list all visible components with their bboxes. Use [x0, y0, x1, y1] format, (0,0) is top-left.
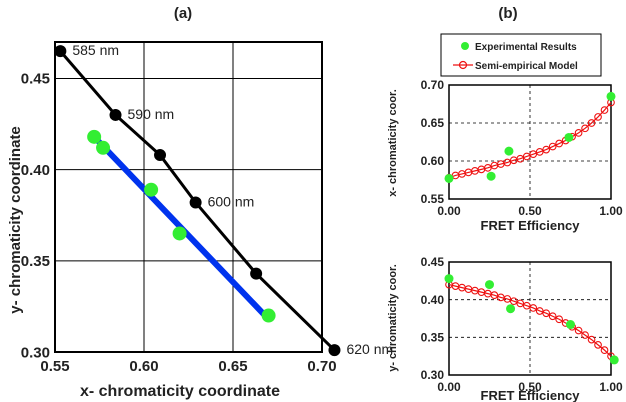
y-tick-label: 0.30 [421, 368, 445, 382]
y-tick-label: 0.70 [421, 78, 445, 92]
wavelength-point [109, 108, 122, 121]
model-point [594, 113, 602, 121]
legend: Experimental Results Semi-empirical Mode… [440, 33, 602, 77]
legend-experimental-label: Experimental Results [475, 42, 577, 53]
legend-box [440, 33, 602, 77]
y-coordinate-plot: 0.00 0.50 1.00 0.30 0.35 0.40 0.45 FRET Effic… [387, 255, 623, 402]
experimental-point [506, 304, 516, 314]
model-point [548, 312, 557, 321]
y-tick-label: 0.60 [421, 154, 445, 168]
model-point [509, 297, 518, 306]
model-point [594, 341, 602, 349]
x-tick-label: 0.70 [307, 358, 336, 375]
spectral-locus-line [59, 50, 336, 352]
experimental-point [606, 91, 616, 101]
x-coordinate-plot-x-axis-label: FRET Efficiency [481, 218, 581, 233]
x-tick-label: 0.50 [518, 204, 542, 218]
y-tick-label: 0.65 [421, 116, 445, 130]
model-point [581, 124, 589, 133]
model-point [535, 307, 544, 315]
model-point [574, 129, 583, 137]
wavelength-label: 600 nm [208, 193, 255, 209]
x-tick-label: 0.50 [518, 380, 542, 394]
model-point [522, 301, 531, 310]
experimental-point [486, 171, 496, 181]
x-tick-label: 0.00 [437, 204, 461, 218]
trend-line [91, 133, 269, 319]
model-point [529, 304, 538, 312]
chromaticity-plot: 0.55 0.60 0.65 0.70 0.30 0.35 0.40 0.45 x- chr… [7, 41, 393, 400]
x-tick-label: 1.00 [599, 204, 623, 218]
x-tick-label: 0.60 [129, 358, 158, 375]
model-point [522, 152, 531, 161]
chromaticity-y-axis-label: y- chromaticity coordinate [7, 126, 24, 314]
legend-model-marker [458, 60, 468, 70]
model-point [581, 331, 589, 339]
x-coordinate-plot: 0.00 0.50 1.00 0.55 0.60 0.65 0.70 FRET Effic… [387, 78, 623, 233]
experimental-point [96, 140, 111, 155]
wavelength-point [54, 45, 67, 58]
experimental-point [444, 173, 454, 183]
y-tick-label: 0.45 [21, 71, 50, 88]
panel-b-label: (b) [498, 5, 517, 22]
model-point [516, 154, 525, 163]
legend-experimental-marker [461, 42, 469, 50]
model-point [503, 295, 512, 303]
legend-model-label: Semi-empirical Model [475, 61, 578, 72]
model-point [574, 326, 583, 335]
x-coordinate-plot-y-axis-label: x- chromaticity coor. [387, 89, 399, 197]
model-point [484, 163, 492, 172]
experimental-point [172, 226, 187, 241]
y-tick-label: 0.55 [421, 192, 445, 206]
x-tick-label: 1.00 [599, 380, 623, 394]
experimental-point [87, 129, 102, 144]
panel-a-label: (a) [174, 5, 192, 22]
chromaticity-x-axis-label: x- chromaticity coordinate [80, 383, 280, 400]
model-point [600, 346, 609, 354]
experimental-point [261, 308, 276, 323]
x-tick-label: 0.00 [437, 380, 461, 394]
wavelength-point [154, 149, 167, 162]
y-tick-label: 0.35 [421, 331, 445, 345]
model-point [587, 119, 596, 127]
x-tick-label: 0.55 [40, 358, 69, 375]
chromaticity-plot-frame [54, 41, 323, 353]
model-point [516, 299, 525, 308]
wavelength-point [328, 344, 341, 357]
wavelength-label: 585 nm [72, 42, 119, 58]
model-point [535, 148, 544, 156]
experimental-point [444, 274, 454, 284]
wavelength-point [189, 196, 202, 209]
experimental-point [485, 280, 494, 290]
y-tick-label: 0.30 [21, 344, 50, 361]
x-tick-label: 0.65 [218, 358, 247, 375]
model-point [542, 309, 551, 318]
y-tick-label: 0.40 [21, 162, 50, 179]
y-coordinate-plot-x-axis-label: FRET Efficiency [481, 388, 581, 402]
y-tick-label: 0.40 [421, 293, 445, 307]
model-point [555, 315, 564, 324]
experimental-point [566, 320, 575, 330]
wavelength-label: 620 nm [346, 341, 393, 357]
y-coordinate-plot-y-axis-label: y- chromaticity coor. [387, 264, 399, 372]
model-point [529, 150, 538, 159]
experimental-point [144, 182, 159, 197]
model-point [587, 335, 596, 344]
wavelength-label: 590 nm [128, 106, 175, 122]
model-point [600, 106, 609, 114]
model-point [490, 291, 499, 299]
y-tick-label: 0.35 [21, 253, 50, 270]
experimental-point [609, 355, 619, 365]
model-point [555, 139, 564, 148]
model-point [542, 145, 551, 154]
model-point [503, 158, 512, 167]
wavelength-point [250, 267, 263, 280]
y-tick-label: 0.45 [421, 255, 445, 269]
model-line [448, 284, 612, 357]
experimental-point [504, 146, 514, 156]
experimental-point [564, 132, 574, 142]
model-point [548, 142, 557, 151]
